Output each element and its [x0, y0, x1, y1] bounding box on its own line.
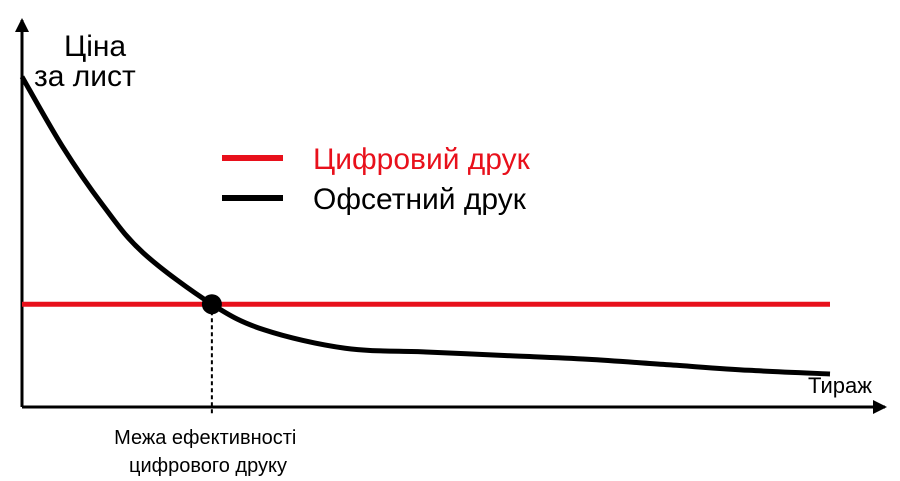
intersection-point — [201, 294, 222, 315]
annotation-line: цифрового друку — [129, 455, 287, 477]
threshold-annotation: Межа ефективності цифрового друку — [114, 427, 302, 477]
y-axis-label-line: за лист — [34, 60, 136, 93]
series-line-offset — [19, 75, 831, 377]
legend: Цифровий друк Офсетний друк — [222, 143, 531, 216]
annotation-line: Межа ефективності — [114, 427, 296, 449]
legend-label-digital: Цифровий друк — [313, 143, 531, 176]
y-axis-label-line: Ціна — [64, 30, 126, 63]
series-group — [19, 75, 831, 415]
x-axis-label: Тираж — [808, 373, 872, 398]
legend-label-offset: Офсетний друк — [313, 183, 527, 216]
y-axis-label: Ціна за лист — [34, 30, 136, 93]
